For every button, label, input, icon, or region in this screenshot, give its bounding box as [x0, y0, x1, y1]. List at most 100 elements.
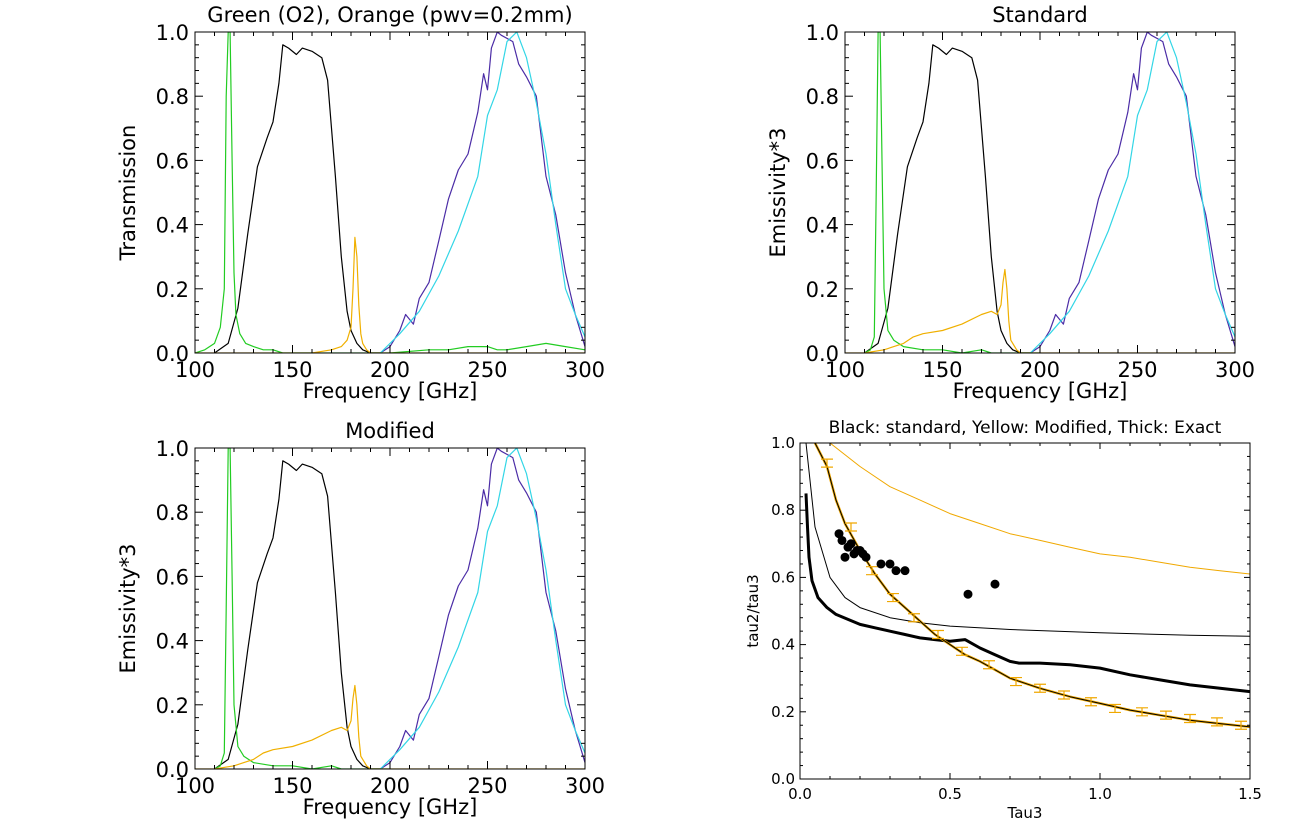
x-tick-label: 250 — [467, 774, 507, 798]
errorbar-marker — [1010, 676, 1022, 687]
series-line-3 — [1029, 32, 1235, 353]
y-tick-label: 1.0 — [156, 21, 189, 45]
y-tick-label: 0.2 — [806, 278, 839, 302]
series-line-1 — [864, 44, 1031, 353]
data-point — [861, 552, 871, 562]
x-tick-label: 150 — [272, 774, 312, 798]
chart-panel-3: 100 150 200 250 300 0.0 0.2 0.4 0.6 0.8 1.0 Modifie… — [116, 419, 605, 819]
x-axis-label: Frequency [GHz] — [953, 379, 1128, 403]
chart-title: Standard — [992, 3, 1088, 27]
y-tick-label: 0.6 — [806, 149, 839, 173]
errorbar-marker — [932, 629, 944, 640]
x-tick-label: 100 — [825, 358, 865, 382]
series-line-1 — [805, 443, 1250, 637]
errorbar-marker — [908, 613, 920, 623]
y-tick-label: 0.8 — [806, 85, 839, 109]
y-tick-label: 1.0 — [806, 21, 839, 45]
series-line-2 — [379, 32, 585, 353]
errorbar-marker — [1235, 720, 1247, 730]
y-tick-label: 0.4 — [771, 636, 795, 654]
chart-title: Modified — [345, 419, 435, 443]
series-line-1 — [214, 460, 381, 769]
data-point — [846, 539, 856, 549]
errorbar-marker — [1109, 703, 1121, 714]
series-line-3 — [379, 32, 585, 353]
series-line-4 — [195, 32, 585, 353]
y-tick-label: 0.8 — [156, 85, 189, 109]
errorbar-marker — [983, 660, 995, 670]
x-tick-label: 250 — [1117, 358, 1157, 382]
errorbar-marker — [1085, 697, 1097, 707]
x-tick-label: 100 — [175, 358, 215, 382]
errorbar-marker — [821, 458, 833, 468]
series-line-4 — [864, 32, 1040, 353]
x-tick-label: 1.0 — [1088, 785, 1112, 803]
series-line-2 — [804, 493, 1250, 694]
errorbar-marker — [887, 592, 899, 603]
y-tick-label: 0.0 — [806, 342, 839, 366]
y-axis-label: Emissivity*3 — [766, 127, 790, 257]
data-point — [963, 589, 973, 599]
data-point — [834, 529, 844, 539]
y-axis-label: Emissivity*3 — [116, 543, 140, 673]
series-line-2 — [1029, 32, 1235, 353]
y-tick-label: 0.6 — [156, 149, 189, 173]
y-axis-label: tau2/tau3 — [744, 574, 762, 647]
chart-title: Black: standard, Yellow: Modified, Thick… — [829, 418, 1222, 438]
x-tick-label: 300 — [565, 774, 605, 798]
y-tick-label: 0.0 — [156, 758, 189, 782]
y-tick-label: 0.4 — [156, 630, 189, 654]
errorbar-marker — [1034, 683, 1046, 693]
errorbar-marker — [956, 646, 968, 656]
series-line-2 — [379, 448, 585, 769]
x-tick-label: 200 — [1020, 358, 1060, 382]
series-line-3 — [829, 443, 1250, 575]
series-line-4 — [214, 448, 390, 769]
series-line-5 — [195, 684, 585, 769]
y-axis-label: Transmission — [116, 125, 140, 262]
chart-title: Green (O2), Orange (pwv=0.2mm) — [207, 3, 572, 27]
y-tick-label: 0.6 — [771, 568, 795, 586]
series-line-5 — [845, 268, 1235, 353]
x-tick-label: 150 — [922, 358, 962, 382]
plot-frame — [799, 442, 1251, 780]
errorbar-marker — [845, 522, 857, 532]
y-tick-label: 1.0 — [156, 437, 189, 461]
data-point — [885, 559, 895, 569]
x-tick-label: 300 — [565, 358, 605, 382]
y-tick-label: 0.4 — [806, 214, 839, 238]
x-tick-label: 250 — [467, 358, 507, 382]
errorbar-marker — [1136, 707, 1148, 717]
x-tick-label: 150 — [272, 358, 312, 382]
y-tick-label: 0.2 — [156, 278, 189, 302]
y-tick-label: 0.4 — [156, 214, 189, 238]
y-tick-label: 1.0 — [771, 434, 795, 452]
x-tick-label: 200 — [370, 774, 410, 798]
data-point — [891, 566, 901, 576]
y-tick-label: 0.8 — [771, 501, 795, 519]
x-axis-label: Frequency [GHz] — [303, 795, 478, 819]
chart-panel-4: 0.0 0.5 1.0 1.5 0.0 0.2 0.4 0.6 0.8 1.0 Black: sta… — [744, 418, 1262, 822]
chart-panel-2: 100 150 200 250 300 0.0 0.2 0.4 0.6 0.8 1.0 Standar… — [766, 3, 1255, 403]
errorbar-marker — [1184, 713, 1196, 724]
x-tick-label: 100 — [175, 774, 215, 798]
data-point — [837, 535, 847, 545]
x-tick-label: 200 — [370, 358, 410, 382]
series-line-1 — [214, 44, 381, 353]
series-line-3 — [379, 448, 585, 769]
errorbar-marker — [1160, 710, 1172, 720]
x-tick-label: 300 — [1215, 358, 1255, 382]
x-axis-label: Frequency [GHz] — [303, 379, 478, 403]
errorbar-marker — [1058, 690, 1070, 700]
y-tick-label: 0.2 — [771, 703, 795, 721]
y-tick-label: 0.0 — [156, 342, 189, 366]
y-tick-label: 0.8 — [156, 501, 189, 525]
y-tick-label: 0.2 — [156, 694, 189, 718]
x-tick-label: 0.0 — [788, 785, 812, 803]
x-tick-label: 0.5 — [938, 785, 962, 803]
series-line-5 — [814, 443, 1250, 728]
y-tick-label: 0.6 — [156, 565, 189, 589]
data-point — [990, 579, 1000, 589]
data-point — [840, 552, 850, 562]
x-tick-label: 1.5 — [1238, 785, 1262, 803]
